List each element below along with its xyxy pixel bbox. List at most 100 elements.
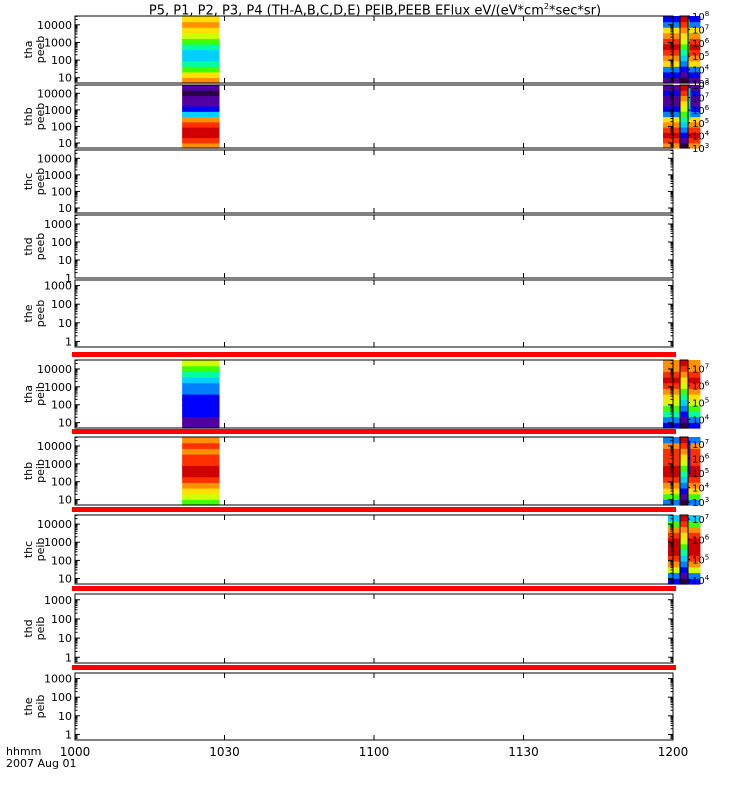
colorbar-tick-label: 106 (692, 380, 710, 393)
spectrogram-bin (182, 399, 220, 406)
colorbar-segment (680, 16, 688, 23)
y-tick-label: 10000 (37, 87, 72, 100)
colorbar-segment (680, 532, 688, 539)
panel-label: thd peeb (22, 233, 47, 261)
nodata-bar (72, 429, 676, 434)
y-tick-label: 100 (51, 185, 72, 198)
panel-label: the peeb (22, 300, 47, 328)
x-tick-label: 1200 (658, 745, 689, 759)
spectrogram-bin (182, 448, 220, 455)
spectrogram-bin (182, 382, 220, 389)
colorbar-segment (680, 49, 688, 56)
y-tick-label: 10 (58, 417, 72, 430)
colorbar-tick-label: 104 (692, 482, 710, 495)
colorbar-frame (679, 514, 689, 585)
y-tick-label: 10000 (37, 19, 72, 32)
colorbar-segment (680, 71, 688, 78)
spectrogram-bin (182, 55, 220, 62)
spectrogram-bin (182, 95, 220, 102)
colorbar-tick-label: 105 (692, 117, 709, 130)
colorbar-segment (680, 422, 688, 429)
colorbar-segment (680, 60, 688, 67)
y-tick-label: 1000 (44, 104, 72, 117)
colorbar-segment (680, 365, 688, 372)
spectrogram-bin (182, 476, 220, 483)
spectrogram-bin (182, 77, 220, 84)
spectrogram-bin (182, 377, 220, 384)
colorbar-segment (680, 572, 688, 579)
panel-frame (74, 15, 674, 84)
colorbar-segment (680, 555, 688, 562)
y-tick-label: 10 (58, 72, 72, 85)
colorbar-segment (680, 515, 688, 522)
colorbar-segment (680, 493, 688, 500)
spectrogram-bin (182, 106, 220, 112)
colorbar-tick-label: 108 (692, 10, 709, 23)
nodata-bar (72, 352, 676, 357)
colorbar-segment (680, 382, 688, 389)
colorbar-segment (680, 377, 688, 384)
panel-probe: thd (22, 619, 35, 637)
spectrogram-bin (182, 66, 220, 73)
panel-product: peib (34, 538, 47, 562)
colorbar-segment (680, 27, 688, 34)
panel-probe: the (22, 697, 35, 715)
y-tick-label: 100 (51, 476, 72, 489)
time-axis-label: hhmm (6, 745, 41, 758)
y-tick-label: 10 (58, 202, 72, 215)
colorbar-frame (679, 15, 689, 84)
spectrogram-bin (182, 137, 220, 144)
colorbar-tick-label: 106 (692, 533, 710, 546)
colorbar-segment (680, 520, 688, 527)
colorbar-frame (679, 359, 689, 429)
spectrogram-bin (182, 394, 220, 401)
panel-frame (74, 593, 674, 664)
panel-label: thd peib (22, 617, 47, 641)
chart-title: P5, P1, P2, P3, P4 (TH-A,B,C,D,E) PEIB,P… (148, 2, 602, 19)
y-tick-label: 1000 (44, 169, 72, 182)
panel-product: peib (34, 382, 47, 406)
colorbar-segment (680, 21, 688, 28)
colorbar-tick-label: 105 (692, 467, 709, 480)
colorbar-segment (680, 471, 688, 478)
panel-probe: thc (22, 541, 35, 558)
colorbar-segment (680, 578, 688, 585)
y-tick-label: 10 (58, 710, 72, 723)
spectrogram-bin (182, 121, 220, 128)
x-tick-label: 1030 (209, 745, 240, 759)
colorbar-segment (680, 106, 688, 112)
spectrogram-bin (182, 85, 220, 91)
colorbar-segment (680, 66, 688, 73)
panel-label: tha peib (22, 382, 47, 406)
colorbar-segment (680, 543, 688, 550)
y-tick-label: 1000 (44, 381, 72, 394)
colorbar-tick-label: 107 (692, 23, 709, 36)
spectrogram-bin (182, 422, 220, 429)
colorbar-segment (680, 38, 688, 45)
colorbar-segment (680, 127, 688, 133)
colorbar-tick-label: 106 (692, 104, 710, 117)
panel-product: peeb (34, 103, 47, 131)
panel-label: thb peib (22, 459, 47, 483)
y-tick-label: 100 (51, 120, 72, 133)
spectrogram-bin (182, 493, 220, 500)
spectrogram-bin (182, 482, 220, 489)
colorbar-segment (680, 416, 688, 423)
y-tick-label: 100 (51, 613, 72, 626)
spectrogram-bin (182, 371, 220, 378)
colorbar-tick-label: 105 (692, 50, 709, 63)
spectrogram-bin (182, 465, 220, 472)
y-tick-label: 1 (65, 335, 72, 348)
panel-product: peeb (34, 36, 47, 64)
colorbar-tick-label: 104 (692, 129, 710, 142)
colorbar-tick-label: 103 (692, 77, 709, 90)
colorbar-frame (679, 84, 689, 149)
panel-probe: thb (22, 462, 35, 480)
time-axis-date: 2007 Aug 01 (6, 757, 76, 770)
panel-frame (74, 672, 674, 741)
colorbar-segment (680, 77, 688, 84)
colorbar-segment (680, 482, 688, 489)
colorbar-segment (680, 499, 688, 506)
spectrogram-bin (182, 437, 220, 444)
